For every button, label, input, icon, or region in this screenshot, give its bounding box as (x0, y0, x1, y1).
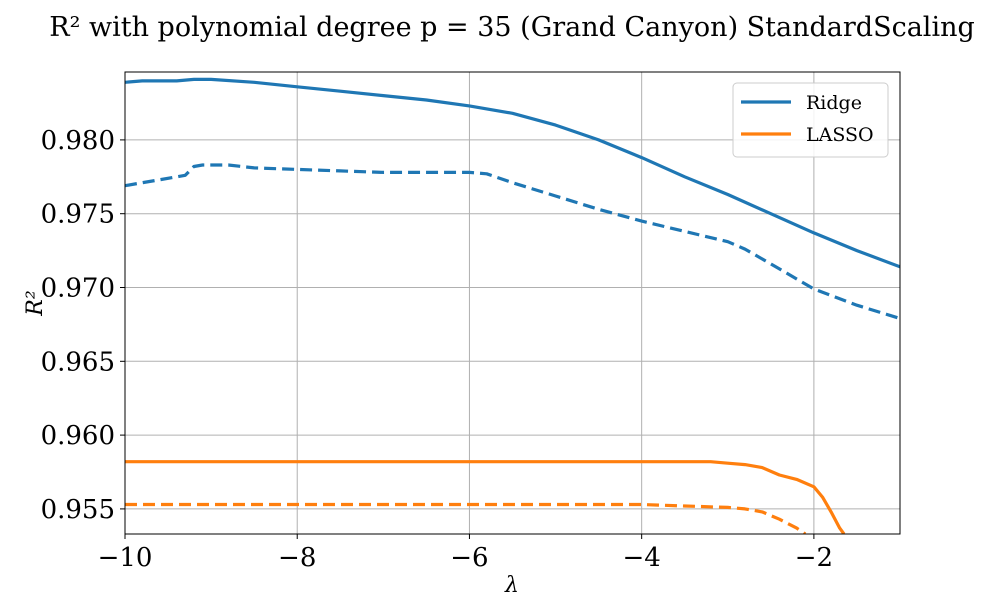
legend-label-ridge: Ridge (806, 92, 862, 114)
chart-title: R² with polynomial degree p = 35 (Grand … (49, 12, 975, 43)
x-tick-label: −8 (278, 543, 316, 573)
legend-label-lasso: LASSO (806, 124, 874, 146)
lasso-solid-line (125, 460, 846, 534)
ridge-solid-line (125, 77, 900, 269)
x-tick-label: −6 (450, 543, 488, 573)
lasso-dashed-line (125, 502, 807, 534)
y-tick-label: 0.980 (41, 126, 115, 156)
plot-frame (124, 71, 901, 535)
y-tick-label: 0.975 (41, 200, 115, 230)
y-tick-label: 0.965 (41, 347, 115, 377)
y-tick-label: 0.970 (41, 274, 115, 304)
x-axis-label: λ (504, 573, 519, 598)
series-layer (125, 77, 900, 534)
legend: Ridge LASSO (732, 82, 889, 158)
y-axis-ticks: 0.955 0.960 0.965 0.970 0.975 0.980 (41, 126, 125, 525)
x-tick-label: −10 (98, 543, 153, 573)
y-tick-label: 0.960 (41, 421, 115, 451)
x-axis-ticks: −10 −8 −6 −4 −2 (98, 534, 833, 573)
x-tick-label: −4 (623, 543, 661, 573)
y-axis-label: R² (23, 290, 48, 316)
y-tick-label: 0.955 (41, 495, 115, 525)
ridge-dashed-line (125, 163, 900, 321)
x-tick-label: −2 (795, 543, 833, 573)
